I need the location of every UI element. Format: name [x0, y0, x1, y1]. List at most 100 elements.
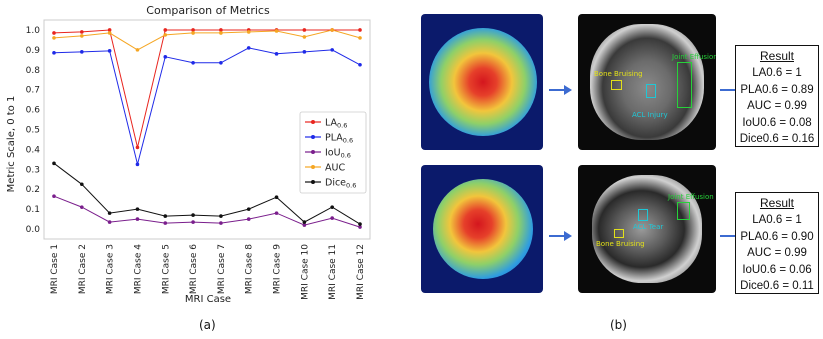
- data-point-la: [52, 31, 56, 35]
- data-point-iou: [135, 217, 140, 221]
- result-line: IoU0.6 = 0.06: [742, 263, 812, 276]
- y-tick-label: 0.5: [26, 126, 40, 136]
- data-point-pla: [274, 52, 279, 56]
- data-point-auc: [191, 31, 195, 35]
- x-tick-label: MRI Case 5: [161, 244, 171, 294]
- series-line-auc: [53, 29, 361, 51]
- data-point-dice: [274, 195, 279, 199]
- data-point-dice: [52, 161, 56, 166]
- series-line-la: [53, 29, 360, 148]
- result-line: PLA0.6 = 0.89: [740, 83, 814, 96]
- data-point-dice: [163, 214, 168, 218]
- y-tick-label: 0.1: [26, 205, 40, 215]
- heatmap-image-top: [421, 14, 543, 150]
- data-point-dice: [191, 213, 195, 217]
- panel-b-label: (b): [610, 318, 627, 332]
- data-point-iou: [107, 220, 112, 224]
- data-point-dice: [302, 220, 307, 224]
- arrow-icon: [549, 85, 572, 95]
- legend-entry: LA0.6: [325, 118, 347, 130]
- bbox-bone-bruising: [611, 80, 622, 90]
- data-point-dice: [219, 214, 223, 218]
- x-tick-label: MRI Case 12: [356, 244, 366, 300]
- data-point-iou: [302, 223, 307, 227]
- y-tick-label: 0.6: [26, 106, 41, 116]
- chart-legend: LA0.6 PLA0.6 IoU0.6 AUC Dice0.6: [299, 111, 367, 194]
- data-point-auc: [219, 31, 223, 35]
- result-line: Dice0.6 = 0.16: [739, 133, 815, 145]
- data-point-auc: [163, 33, 168, 37]
- result-title: Result: [759, 196, 794, 210]
- legend-entry: AUC: [325, 163, 345, 174]
- y-tick-label: 0.2: [26, 185, 40, 195]
- data-point-la: [163, 28, 168, 32]
- data-point-dice: [80, 182, 84, 187]
- data-point-auc: [358, 36, 362, 40]
- data-point-pla: [107, 49, 112, 53]
- data-point-la: [191, 28, 195, 32]
- legend-marker: [311, 180, 315, 184]
- series-line-iou: [53, 195, 361, 228]
- x-tick-label: MRI Case 9: [273, 244, 283, 294]
- result-title: Result: [759, 49, 794, 63]
- data-point-auc: [80, 34, 84, 38]
- data-point-pla: [135, 162, 140, 167]
- data-point-pla: [52, 51, 56, 55]
- data-point-pla: [219, 61, 223, 65]
- data-point-iou: [52, 194, 56, 198]
- legend-marker: [311, 135, 315, 139]
- result-line: IoU0.6 = 0.08: [742, 116, 812, 129]
- heatmap-image-bottom: [421, 165, 543, 293]
- overlay-label: Joint Effusion: [672, 53, 716, 61]
- y-tick-label: 0.4: [26, 145, 41, 155]
- result-box-top: Result LA0.6 = 1 PLA0.6 = 0.89 AUC = 0.9…: [735, 45, 819, 147]
- data-point-auc: [330, 28, 334, 32]
- legend-entry: PLA0.6: [325, 133, 353, 145]
- data-point-pla: [191, 61, 195, 65]
- y-tick-label: 0.3: [26, 165, 40, 175]
- data-point-iou: [191, 220, 195, 224]
- data-point-auc: [107, 31, 112, 35]
- chart-ticks: 0.0 0.1 0.2 0.3 0.4 0.5 0.6 0.7 0.8 0.9 1.0 MRI Cas…: [26, 26, 366, 300]
- result-line: AUC = 0.99: [747, 247, 807, 259]
- arrow-icon: [549, 231, 572, 241]
- result-line: LA0.6 = 1: [752, 214, 802, 226]
- data-point-dice: [330, 205, 334, 209]
- y-tick-label: 0.8: [26, 66, 41, 76]
- mri-image-top: Bone Bruising Joint Effusion ACL Injury: [578, 14, 716, 150]
- overlay-label: Bone Bruising: [594, 70, 643, 78]
- x-tick-label: MRI Case 8: [245, 244, 255, 294]
- result-line: PLA0.6 = 0.90: [740, 230, 814, 243]
- bbox-bone-bruising: [614, 229, 624, 238]
- x-tick-label: MRI Case 7: [217, 244, 227, 294]
- data-point-iou: [274, 211, 279, 215]
- data-point-auc: [135, 48, 140, 52]
- legend-box: [299, 111, 367, 194]
- data-point-auc: [274, 29, 279, 33]
- data-point-auc: [246, 30, 251, 34]
- overlay-label: ACL Tear: [633, 223, 664, 231]
- mri-image-bottom: Joint Effusion ACL Tear Bone Bruising: [578, 165, 716, 293]
- x-tick-label: MRI Case 6: [189, 244, 199, 294]
- legend-marker: [311, 120, 315, 124]
- legend-entry: Dice0.6: [325, 178, 356, 190]
- bbox-acl: [638, 209, 648, 221]
- data-point-la: [302, 28, 307, 32]
- data-point-iou: [358, 225, 362, 229]
- data-point-iou: [80, 205, 84, 209]
- data-point-pla: [80, 50, 84, 54]
- x-axis-label: MRI Case: [185, 294, 231, 305]
- data-point-iou: [163, 221, 168, 225]
- x-tick-label: MRI Case 2: [78, 244, 88, 294]
- x-tick-label: MRI Case 4: [133, 244, 143, 294]
- data-point-iou: [219, 221, 223, 225]
- overlay-label: Joint Effusion: [668, 193, 714, 201]
- data-point-auc: [52, 36, 56, 40]
- y-tick-label: 0.7: [26, 86, 40, 96]
- data-point-la: [135, 145, 140, 150]
- overlay-label: ACL Injury: [632, 111, 668, 119]
- y-tick-label: 1.0: [26, 26, 41, 36]
- data-point-la: [107, 28, 112, 32]
- bbox-effusion: [677, 202, 690, 220]
- legend-marker: [311, 150, 315, 154]
